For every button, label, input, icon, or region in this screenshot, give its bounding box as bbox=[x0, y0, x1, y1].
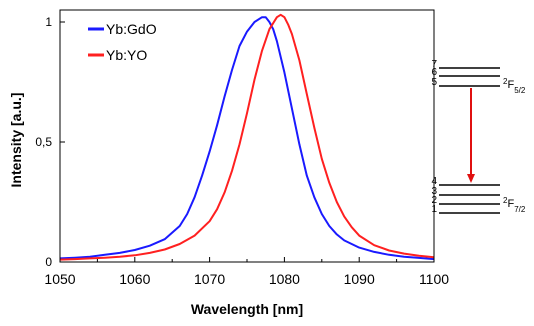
series-layer bbox=[59, 13, 435, 261]
x-tick-label: 1100 bbox=[419, 271, 449, 287]
y-axis-title: Intensity [a.u.] bbox=[8, 93, 24, 188]
level-label-7: 7 bbox=[431, 59, 437, 70]
series-line-1 bbox=[59, 16, 435, 261]
x-tick-label: 1070 bbox=[194, 271, 225, 287]
level-label-2: 2 bbox=[431, 195, 437, 206]
level-label-4: 4 bbox=[431, 176, 437, 187]
y-tick-label: 1 bbox=[45, 15, 52, 29]
legend-label-1: Yb:GdO bbox=[106, 21, 157, 37]
upper-term-label: 2F5/2 bbox=[503, 77, 526, 95]
x-tick-label: 1050 bbox=[44, 271, 75, 287]
series-line-2 bbox=[59, 13, 435, 261]
level-label-3: 3 bbox=[431, 186, 437, 197]
y-tick-label: 0,5 bbox=[35, 135, 52, 149]
transition-arrow-head bbox=[467, 174, 475, 183]
legend-label-2: Yb:YO bbox=[106, 47, 147, 63]
level-label-5: 5 bbox=[431, 77, 437, 88]
x-tick-label: 1060 bbox=[119, 271, 150, 287]
legend: Yb:GdO Yb:YO bbox=[88, 21, 157, 63]
level-label-6: 6 bbox=[431, 67, 437, 78]
level-label-1: 1 bbox=[431, 204, 437, 215]
lower-term-label: 2F7/2 bbox=[503, 196, 526, 214]
axes-layer: 1050 1060 1070 1080 1090 1100 0 0,5 1 bbox=[35, 9, 449, 287]
y-tick-label: 0 bbox=[45, 255, 52, 269]
x-tick-label: 1080 bbox=[269, 271, 300, 287]
x-axis-title: Wavelength [nm] bbox=[191, 301, 303, 317]
x-tick-label: 1090 bbox=[344, 271, 375, 287]
